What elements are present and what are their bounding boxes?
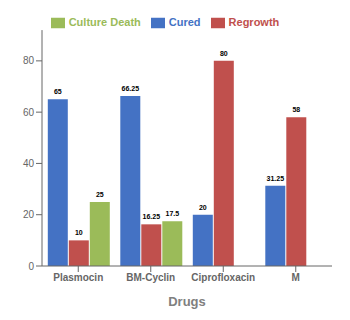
svg-text:66.25: 66.25 (122, 85, 140, 92)
svg-text:BM-Cyclin: BM-Cyclin (126, 272, 175, 283)
svg-text:58: 58 (292, 106, 300, 113)
svg-text:Ciprofloxacin: Ciprofloxacin (191, 272, 255, 283)
svg-text:40: 40 (23, 158, 35, 169)
svg-text:16.25: 16.25 (143, 213, 161, 220)
svg-text:M: M (292, 272, 300, 283)
svg-text:20: 20 (23, 209, 35, 220)
svg-text:10: 10 (75, 229, 83, 236)
html-text:Culture Death: Culture Death (68, 16, 141, 28)
svg-text:65: 65 (54, 88, 62, 95)
html-text:Regrowth: Regrowth (228, 16, 280, 28)
svg-text:25: 25 (96, 191, 104, 198)
svg-text:0: 0 (28, 261, 34, 272)
svg-text:Drugs: Drugs (168, 294, 206, 309)
svg-text:80: 80 (23, 55, 35, 66)
svg-text:31.25: 31.25 (267, 175, 285, 182)
svg-text:60: 60 (23, 107, 35, 118)
svg-text:20: 20 (199, 204, 207, 211)
svg-text:80: 80 (220, 50, 228, 57)
svg-text:Plasmocin: Plasmocin (53, 272, 103, 283)
html-text:Cured: Cured (168, 16, 201, 28)
svg-text:17.5: 17.5 (165, 210, 179, 217)
